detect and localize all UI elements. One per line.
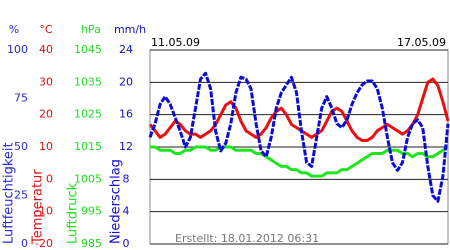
y-tick-label: 10 <box>39 140 53 153</box>
y-tick-label: 1015 <box>74 140 102 153</box>
y-tick-label: 1035 <box>74 75 102 88</box>
y-tick-label: 50 <box>14 140 28 153</box>
y-tick-label: 20 <box>119 75 133 88</box>
axis-title: Temperatur <box>31 169 46 245</box>
series-line <box>148 71 450 203</box>
axis-title: Luftdruck <box>66 182 81 244</box>
series-line <box>148 77 450 142</box>
y-tick-label: 0 <box>123 237 130 250</box>
axis-title: Niederschlag <box>109 159 124 244</box>
y-tick-label: 0 <box>46 172 53 185</box>
y-tick-label: 16 <box>119 108 133 121</box>
axis-unit: mm/h <box>114 23 146 36</box>
y-tick-label: 24 <box>119 43 133 56</box>
y-tick-label: 40 <box>39 43 53 56</box>
y-tick-label: 25 <box>14 189 28 202</box>
axis-unit: °C <box>39 23 53 36</box>
series-line <box>150 145 449 178</box>
y-tick-label: 995 <box>81 205 102 218</box>
y-tick-label: 30 <box>39 75 53 88</box>
y-tick-label: 4 <box>123 205 130 218</box>
y-tick-label: 1005 <box>74 172 102 185</box>
y-tick-label: 1025 <box>74 108 102 121</box>
end-date: 17.05.09 <box>397 36 446 49</box>
y-tick-label: 1045 <box>74 43 102 56</box>
axis-title: Luftfeuchtigkeit <box>2 142 17 244</box>
y-tick-label: 75 <box>14 92 28 105</box>
y-tick-label: 985 <box>81 237 102 250</box>
y-tick-label: 100 <box>7 43 28 56</box>
annotation: Erstellt: 18.01.2012 06:31 <box>175 232 319 245</box>
y-tick-label: -20 <box>35 237 53 250</box>
axis-unit: % <box>9 23 19 36</box>
y-tick-label: 0 <box>21 237 28 250</box>
y-tick-label: 20 <box>39 108 53 121</box>
start-date: 11.05.09 <box>151 36 200 49</box>
y-tick-label: 12 <box>119 140 133 153</box>
axis-unit: hPa <box>81 23 101 36</box>
y-tick-label: -10 <box>35 205 53 218</box>
y-tick-label: 8 <box>123 172 130 185</box>
